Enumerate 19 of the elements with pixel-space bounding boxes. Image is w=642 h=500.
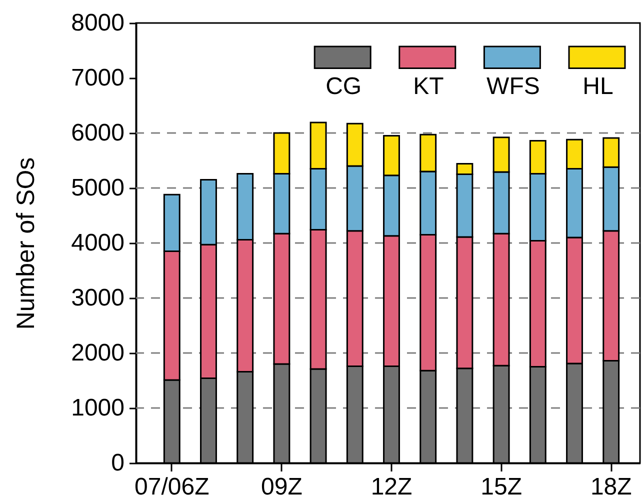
x-tick-label: 07/06Z [134,474,210,500]
y-tick-label: 4000 [71,230,124,256]
y-tick-label: 2000 [71,340,124,366]
y-tick-label: 6000 [71,120,124,146]
y-tick-label: 8000 [71,10,124,36]
legend-label: WFS [486,73,540,100]
y-axis-title: Number of SOs [12,157,40,330]
y-tick-label: 0 [111,450,124,476]
legend-label: KT [413,73,444,100]
legend-label: CG [326,73,362,100]
x-tick-label: 12Z [370,474,412,500]
x-tick-label: 18Z [590,474,632,500]
legend-label: HL [582,73,614,100]
y-tick-label: 5000 [71,174,124,202]
y-tick-label: 1000 [71,394,124,422]
x-tick-label: 09Z [261,474,302,500]
y-tick-label: 7000 [71,64,124,92]
y-tick-label: 3000 [71,284,124,312]
x-tick-label: 15Z [480,474,522,500]
